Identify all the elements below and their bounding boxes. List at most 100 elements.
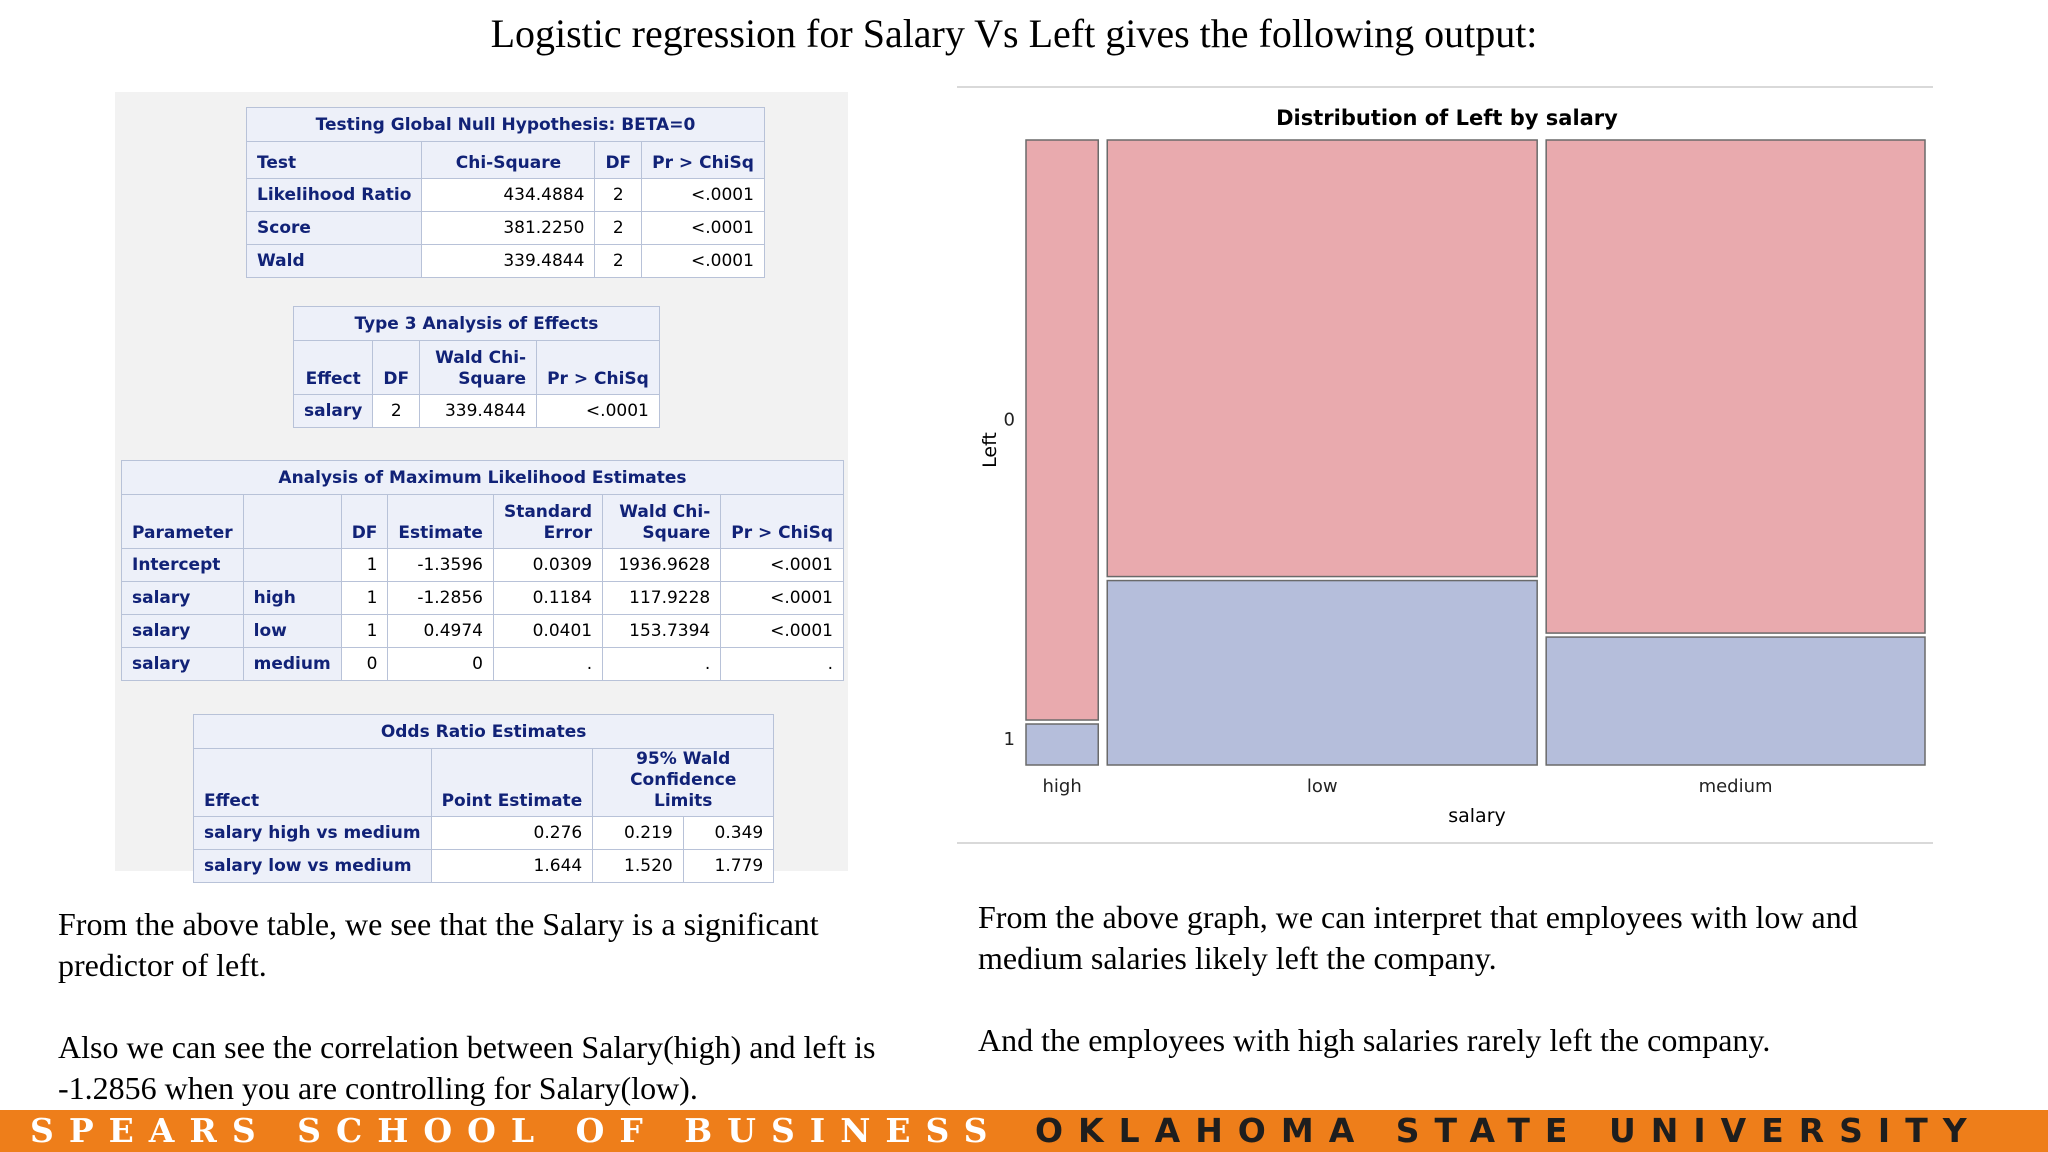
table-cell: 381.2250 — [421, 211, 596, 245]
table-cell: 1.644 — [430, 849, 594, 883]
table-cell: 1.520 — [592, 849, 684, 883]
column-header: 95% Wald Confidence Limits — [592, 748, 775, 817]
chart-top-rule — [957, 86, 1933, 88]
table-cell: <.0001 — [641, 244, 765, 278]
y-tick-label: 0 — [1004, 410, 1015, 431]
table-cell: 117.9228 — [602, 581, 722, 615]
x-tick-label: medium — [1699, 776, 1773, 797]
table-row: Intercept 1 -1.3596 0.0309 1936.9628 <.0… — [121, 548, 844, 582]
row-level — [242, 548, 342, 582]
table-cell: 0.219 — [592, 816, 684, 850]
table-cell: 434.4884 — [421, 178, 596, 212]
table-cell: <.0001 — [641, 178, 765, 212]
table-cell: 339.4844 — [419, 394, 538, 428]
x-tick-label: high — [1042, 776, 1081, 797]
mosaic-chart: Distribution of Left by salary Left sala… — [979, 106, 1926, 827]
footer-banner: SPEARS SCHOOL OF BUSINESS OKLAHOMA STATE… — [0, 1110, 2048, 1152]
note-paragraph: Also we can see the correlation between … — [58, 1029, 876, 1106]
table-cell: 153.7394 — [602, 614, 722, 648]
y-axis-label: Left — [979, 432, 1001, 468]
column-header: Effect — [193, 748, 432, 817]
column-header: Wald Chi-Square — [419, 340, 538, 395]
note-paragraph: From the above table, we see that the Sa… — [58, 906, 819, 983]
table-cell: 0 — [387, 647, 494, 681]
table-cell: . — [602, 647, 722, 681]
note-paragraph: From the above graph, we can interpret t… — [978, 899, 1858, 976]
table-row: salary medium 0 0 . . . — [121, 647, 844, 681]
sas-output-panel: Testing Global Null Hypothesis: BETA=0 T… — [115, 92, 848, 883]
mosaic-tile-medium-left-1 — [1545, 636, 1926, 766]
table-caption: Testing Global Null Hypothesis: BETA=0 — [246, 107, 765, 142]
table-row: Wald 339.4844 2 <.0001 — [245, 244, 765, 278]
table-cell: 1 — [340, 614, 389, 648]
column-header: Chi-Square — [421, 141, 596, 179]
row-label: salary high vs medium — [193, 816, 432, 850]
mosaic-tile-high-left-0 — [1025, 139, 1099, 721]
university-name: OKLAHOMA STATE UNIVERSITY — [1035, 1111, 1982, 1150]
row-level: low — [242, 614, 342, 648]
table-cell: 0.276 — [430, 816, 594, 850]
x-tick-label: low — [1307, 776, 1338, 797]
table-row: salary low 1 0.4974 0.0401 153.7394 <.00… — [121, 614, 844, 648]
table-cell: 0 — [340, 647, 389, 681]
mosaic-tile-high-left-1 — [1025, 723, 1099, 766]
table-cell: -1.3596 — [387, 548, 494, 582]
row-label: salary low vs medium — [193, 849, 432, 883]
column-header — [242, 494, 342, 549]
chart-bottom-rule — [957, 842, 1933, 844]
table-cell: 0.0401 — [492, 614, 604, 648]
notes-left: From the above table, we see that the Sa… — [58, 904, 938, 1150]
table-cell: . — [492, 647, 604, 681]
row-label: salary — [121, 647, 244, 681]
table-cell: 1.779 — [682, 849, 775, 883]
table-cell: <.0001 — [536, 394, 660, 428]
table-cell: 1936.9628 — [602, 548, 722, 582]
x-axis-label: salary — [1448, 805, 1506, 827]
column-header: Wald Chi-Square — [602, 494, 722, 549]
table-cell: 0.349 — [682, 816, 775, 850]
mle-table: Analysis of Maximum Likelihood Estimates… — [121, 460, 844, 681]
table-cell: 2 — [594, 178, 643, 212]
column-header: Pr > ChiSq — [536, 340, 660, 395]
table-caption: Odds Ratio Estimates — [192, 714, 775, 749]
column-header: Estimate — [387, 494, 494, 549]
table-cell: 1 — [340, 548, 389, 582]
table-cell: 0.0309 — [492, 548, 604, 582]
table-cell: 2 — [594, 211, 643, 245]
y-tick-label: 1 — [1004, 729, 1015, 750]
table-row: salary high 1 -1.2856 0.1184 117.9228 <.… — [121, 581, 844, 615]
slide-title: Logistic regression for Salary Vs Left g… — [490, 11, 1538, 56]
column-header: Pr > ChiSq — [641, 141, 765, 179]
row-label: Wald — [245, 244, 423, 278]
column-header: Effect — [292, 340, 374, 395]
table-cell: 1 — [340, 581, 389, 615]
row-level: high — [242, 581, 342, 615]
table-cell: 0.4974 — [387, 614, 494, 648]
mosaic-tile-low-left-0 — [1106, 139, 1538, 578]
row-label: Intercept — [121, 548, 244, 582]
mosaic-tile-low-left-1 — [1106, 579, 1538, 766]
column-header: Pr > ChiSq — [720, 494, 844, 549]
mosaic-tile-medium-left-0 — [1545, 139, 1926, 634]
column-header: DF — [594, 141, 643, 179]
type3-effects-table: Type 3 Analysis of Effects Effect DF Wal… — [292, 306, 660, 428]
column-header: Parameter — [121, 494, 244, 549]
column-header: DF — [340, 494, 389, 549]
row-label: Score — [245, 211, 423, 245]
odds-ratio-table: Odds Ratio Estimates Effect Point Estima… — [192, 714, 775, 883]
table-cell: -1.2856 — [387, 581, 494, 615]
row-label: Likelihood Ratio — [245, 178, 423, 212]
table-row: salary 2 339.4844 <.0001 — [292, 394, 660, 428]
table-cell: <.0001 — [641, 211, 765, 245]
column-header: Standard Error — [492, 494, 604, 549]
row-label: salary — [121, 581, 244, 615]
table-row: salary high vs medium 0.276 0.219 0.349 — [193, 816, 775, 850]
table-row: salary low vs medium 1.644 1.520 1.779 — [193, 849, 775, 883]
notes-right: From the above graph, we can interpret t… — [978, 897, 1938, 1102]
table-caption: Type 3 Analysis of Effects — [293, 306, 660, 341]
table-row: Score 381.2250 2 <.0001 — [245, 211, 765, 245]
note-paragraph: And the employees with high salaries rar… — [978, 1022, 1771, 1058]
chart-title: Distribution of Left by salary — [1276, 106, 1618, 130]
table-cell: 2 — [594, 244, 643, 278]
column-header: Test — [245, 141, 423, 179]
